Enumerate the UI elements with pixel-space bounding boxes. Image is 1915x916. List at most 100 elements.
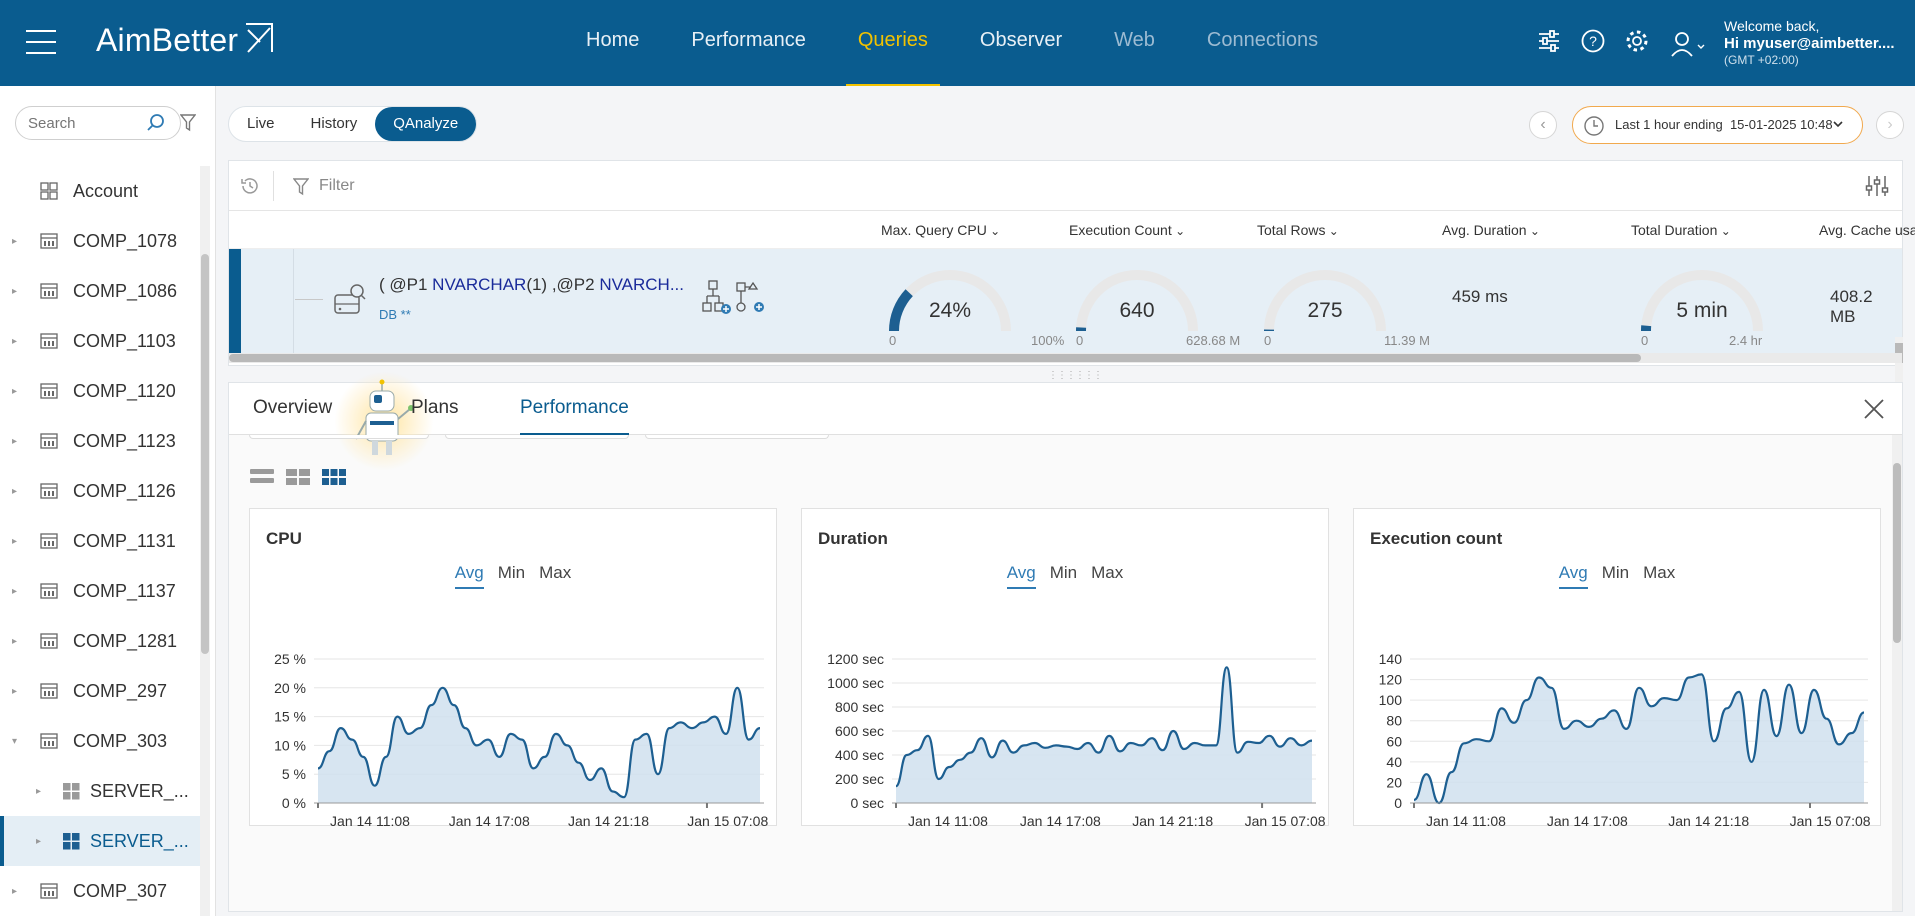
- column-header[interactable]: Total Duration: [1631, 222, 1731, 238]
- database-label: DB **: [379, 307, 411, 322]
- gauge-value: 5 min: [1676, 299, 1728, 322]
- tree-item[interactable]: Account: [0, 166, 200, 216]
- aggregation-min[interactable]: Min: [1601, 563, 1630, 582]
- mode-tab-history[interactable]: History: [310, 115, 358, 132]
- gauge-arc: [1076, 270, 1198, 332]
- caret-right-icon[interactable]: ▸: [36, 785, 42, 797]
- filter-icon[interactable]: [180, 114, 196, 132]
- sidebar-scrollbar[interactable]: [200, 166, 210, 916]
- execution-plan-icon[interactable]: [701, 279, 771, 319]
- time-next-button[interactable]: ›: [1876, 111, 1904, 139]
- tree-item[interactable]: ▸ COMP_1103: [0, 316, 200, 366]
- tree-item[interactable]: ▸ COMP_1078: [0, 216, 200, 266]
- tree-item-label: COMP_1137: [73, 580, 176, 601]
- tree-item[interactable]: ▸ COMP_1123: [0, 416, 200, 466]
- mode-tab-qanalyze[interactable]: QAnalyze: [375, 107, 477, 141]
- column-settings-icon[interactable]: [1864, 174, 1890, 198]
- history-clock-icon: [1584, 116, 1604, 136]
- aggregation-min[interactable]: Min: [497, 563, 526, 582]
- aggregation-max[interactable]: Max: [1091, 563, 1124, 582]
- company-icon: [40, 583, 58, 599]
- detail-scrollbar[interactable]: [1892, 435, 1902, 911]
- y-tick-label: 0: [1394, 795, 1402, 811]
- tree-item[interactable]: ▸ COMP_297: [0, 666, 200, 716]
- caret-right-icon[interactable]: ▸: [12, 385, 18, 397]
- tree-item[interactable]: ▸ COMP_1281: [0, 616, 200, 666]
- aggregation-max[interactable]: Max: [539, 563, 572, 582]
- query-text[interactable]: ( @P1 NVARCHAR(1) ,@P2 NVARCH...: [379, 275, 684, 295]
- welcome-text: Welcome back,: [1724, 18, 1820, 34]
- layout-three-columns-icon[interactable]: [321, 467, 347, 487]
- aggregation-avg[interactable]: Avg: [1006, 563, 1036, 589]
- caret-right-icon[interactable]: ▸: [12, 635, 18, 647]
- tree-item[interactable]: ▸ COMP_1126: [0, 466, 200, 516]
- caret-right-icon[interactable]: ▸: [12, 885, 18, 897]
- max-cpu-gauge: 24% 0 100%: [889, 265, 1069, 348]
- y-tick-label: 25 %: [274, 651, 306, 667]
- column-header[interactable]: Max. Query CPU: [881, 222, 1000, 238]
- search-input[interactable]: [28, 115, 138, 132]
- company-icon: [40, 233, 58, 249]
- query-row[interactable]: ( @P1 NVARCHAR(1) ,@P2 NVARCH... DB ** 2…: [229, 249, 1903, 441]
- column-header[interactable]: Avg. Cache usa: [1819, 222, 1915, 238]
- filter-input[interactable]: Filter: [319, 177, 355, 194]
- layout-rows-icon[interactable]: [249, 467, 275, 487]
- history-icon[interactable]: [239, 175, 261, 197]
- caret-down-icon[interactable]: ▾: [12, 735, 18, 747]
- assistant-robot[interactable]: [334, 371, 434, 471]
- nav-home[interactable]: Home: [586, 29, 640, 51]
- aggregation-avg[interactable]: Avg: [454, 563, 484, 589]
- tree-item[interactable]: ▸ SERVER_...: [0, 816, 200, 866]
- tree-item[interactable]: ▸ COMP_1131: [0, 516, 200, 566]
- close-icon[interactable]: [1862, 397, 1886, 421]
- sliders-icon[interactable]: [1536, 28, 1562, 54]
- resize-handle[interactable]: ⋮⋮⋮⋮⋮⋮: [1048, 370, 1103, 381]
- aggregation-max[interactable]: Max: [1643, 563, 1676, 582]
- layout-two-columns-icon[interactable]: [285, 467, 311, 487]
- time-prev-button[interactable]: ‹: [1529, 111, 1557, 139]
- user-name: Hi myuser@aimbetter....: [1724, 35, 1895, 52]
- column-header[interactable]: Avg. Duration: [1442, 222, 1540, 238]
- caret-right-icon[interactable]: ▸: [36, 835, 42, 847]
- horizontal-scrollbar[interactable]: [229, 353, 1902, 363]
- nav-performance[interactable]: Performance: [691, 29, 806, 51]
- user-avatar-icon[interactable]: [1670, 30, 1708, 58]
- help-icon[interactable]: ?: [1580, 28, 1606, 54]
- time-range-picker[interactable]: Last 1 hour ending 15-01-2025 10:48: [1572, 106, 1863, 144]
- nav-connections[interactable]: Connections: [1206, 29, 1319, 51]
- caret-right-icon[interactable]: ▸: [12, 335, 18, 347]
- nav-queries[interactable]: Queries: [832, 0, 954, 86]
- nav-observer[interactable]: Observer: [979, 29, 1063, 51]
- caret-right-icon[interactable]: ▸: [12, 585, 18, 597]
- menu-icon[interactable]: [26, 30, 56, 54]
- tree-item-label: COMP_1281: [73, 630, 178, 651]
- column-header[interactable]: Execution Count: [1069, 222, 1185, 238]
- tree-item[interactable]: ▸ SERVER_...: [0, 766, 200, 816]
- user-info[interactable]: Welcome back, Hi myuser@aimbetter.... (G…: [1724, 18, 1895, 69]
- search-icon[interactable]: [146, 113, 166, 133]
- aggregation-avg[interactable]: Avg: [1558, 563, 1588, 589]
- tab-overview[interactable]: Overview: [253, 397, 333, 418]
- caret-right-icon[interactable]: ▸: [12, 535, 18, 547]
- gauge-value: 275: [1307, 299, 1343, 322]
- caret-right-icon[interactable]: ▸: [12, 285, 18, 297]
- tree-item[interactable]: ▾ COMP_303: [0, 716, 200, 766]
- caret-right-icon[interactable]: ▸: [12, 685, 18, 697]
- filter-icon[interactable]: [293, 178, 309, 196]
- company-icon: [40, 733, 58, 749]
- tree-item[interactable]: ▸ COMP_1137: [0, 566, 200, 616]
- caret-right-icon[interactable]: ▸: [12, 485, 18, 497]
- gauge-min: 0: [889, 333, 897, 348]
- column-header[interactable]: Total Rows: [1257, 222, 1339, 238]
- tree-item[interactable]: ▸ COMP_1086: [0, 266, 200, 316]
- tab-plans[interactable]: Plans: [411, 397, 459, 418]
- caret-right-icon[interactable]: ▸: [12, 435, 18, 447]
- tab-performance[interactable]: Performance: [520, 397, 629, 435]
- tree-item[interactable]: ▸ COMP_1120: [0, 366, 200, 416]
- tree-item[interactable]: ▸ COMP_307: [0, 866, 200, 916]
- nav-web[interactable]: Web: [1114, 29, 1155, 51]
- caret-right-icon[interactable]: ▸: [12, 235, 18, 247]
- mode-tab-live[interactable]: Live: [247, 115, 275, 132]
- aggregation-min[interactable]: Min: [1049, 563, 1078, 582]
- gear-icon[interactable]: [1624, 28, 1650, 54]
